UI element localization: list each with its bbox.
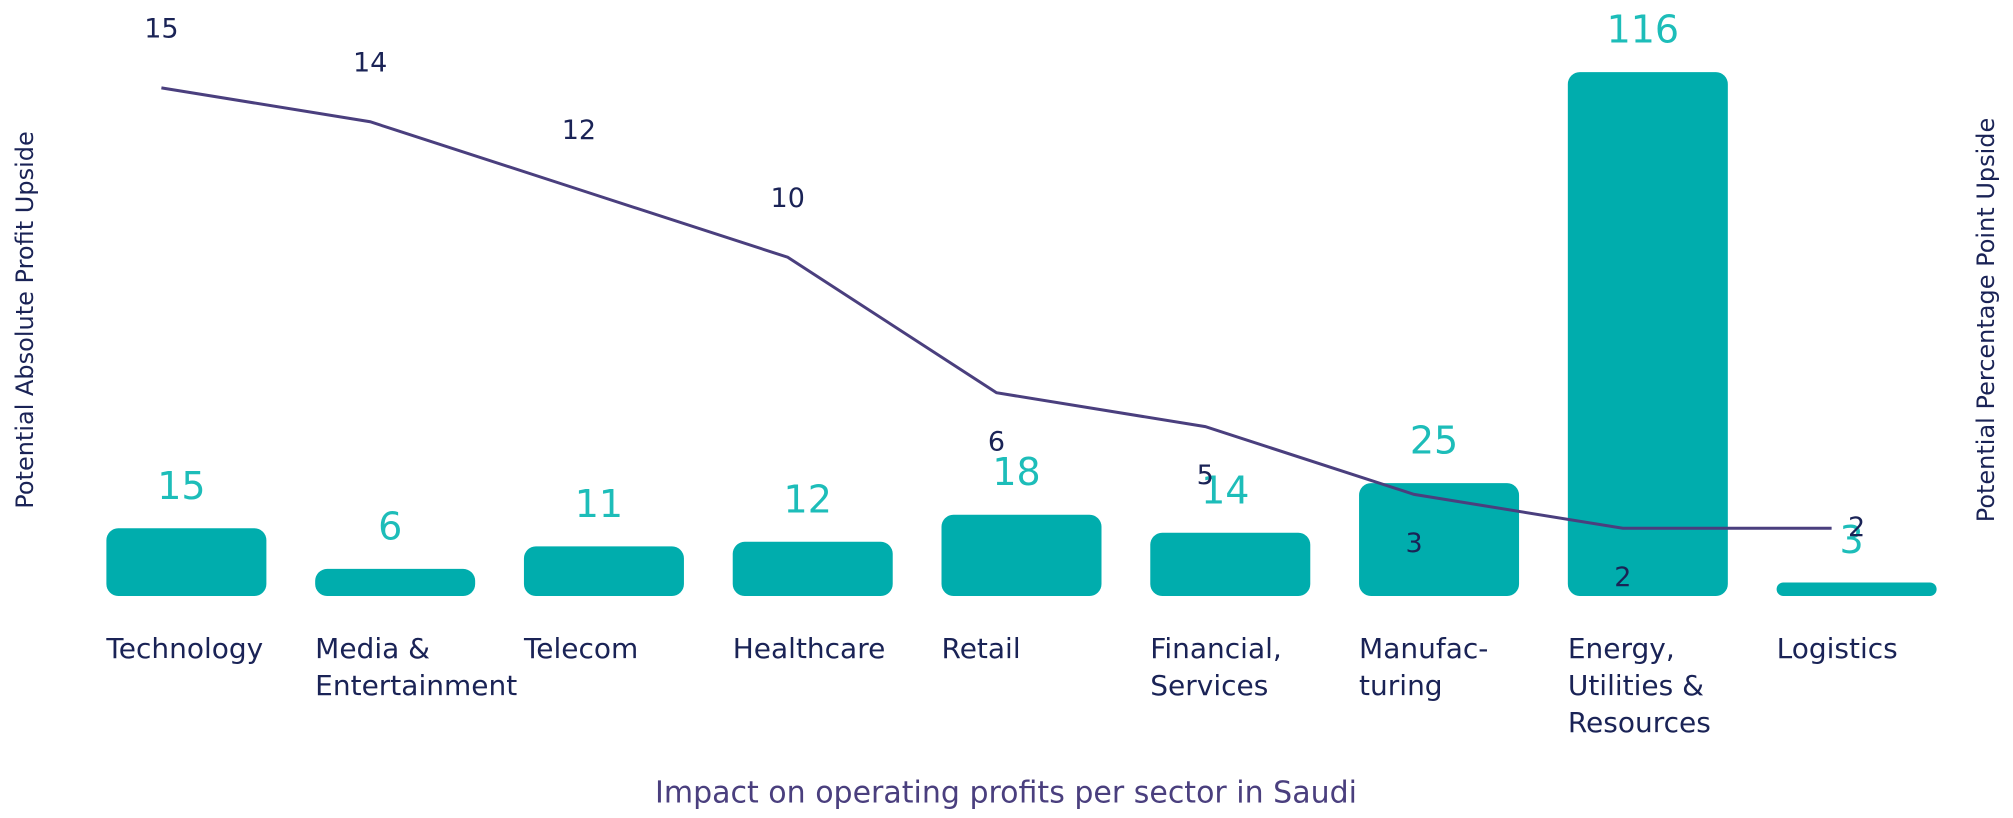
x-tick-label: Manufac-turing — [1359, 632, 1488, 702]
line — [161, 86, 1832, 530]
x-tick-label: Media & Entertainment — [315, 632, 517, 702]
bar — [1150, 532, 1311, 596]
x-tick-label: Logistics — [1777, 632, 1898, 665]
bar-label: 15 — [157, 464, 205, 508]
x-tick-label: Telecom — [523, 632, 638, 665]
x-tick-label: Energy, Utilities & Resources — [1568, 632, 1711, 739]
y-axis-title: Potential Absolute Profit Upside — [11, 131, 39, 509]
line-label: 10 — [771, 183, 805, 214]
line-label: 12 — [562, 115, 596, 146]
line-label: 2 — [1614, 562, 1631, 593]
x-tick-label: Technology — [105, 632, 263, 665]
line-label: 3 — [1405, 528, 1422, 559]
x-tick-label: Financial, Services — [1150, 632, 1282, 702]
line-label: 15 — [144, 13, 178, 44]
y2-axis-title: Potential Percentage Point Upside — [1972, 118, 2000, 523]
line-label: 5 — [1197, 460, 1214, 491]
x-tick-label: Healthcare — [733, 632, 886, 665]
bar-label: 18 — [992, 450, 1040, 494]
bar-label: 116 — [1607, 8, 1680, 52]
bar-label: 12 — [784, 477, 832, 521]
line-label: 14 — [353, 47, 387, 78]
bar-label: 14 — [1201, 468, 1249, 512]
bar-label: 6 — [378, 504, 402, 548]
caption: Impact on operating profits per sector i… — [655, 776, 1357, 811]
bar — [523, 546, 684, 596]
line-label: 2 — [1848, 512, 1865, 543]
bar-label: 11 — [575, 482, 623, 526]
bar — [106, 528, 267, 596]
bar-label: 25 — [1410, 419, 1458, 463]
bar — [732, 541, 893, 596]
bar — [315, 568, 476, 596]
bar — [1359, 483, 1520, 596]
x-tick-label: Retail — [942, 632, 1021, 665]
bar — [1776, 582, 1937, 596]
line-label: 6 — [988, 426, 1005, 457]
bar-label: 3 — [1840, 518, 1864, 562]
bar — [1567, 72, 1728, 597]
bar — [941, 514, 1102, 596]
